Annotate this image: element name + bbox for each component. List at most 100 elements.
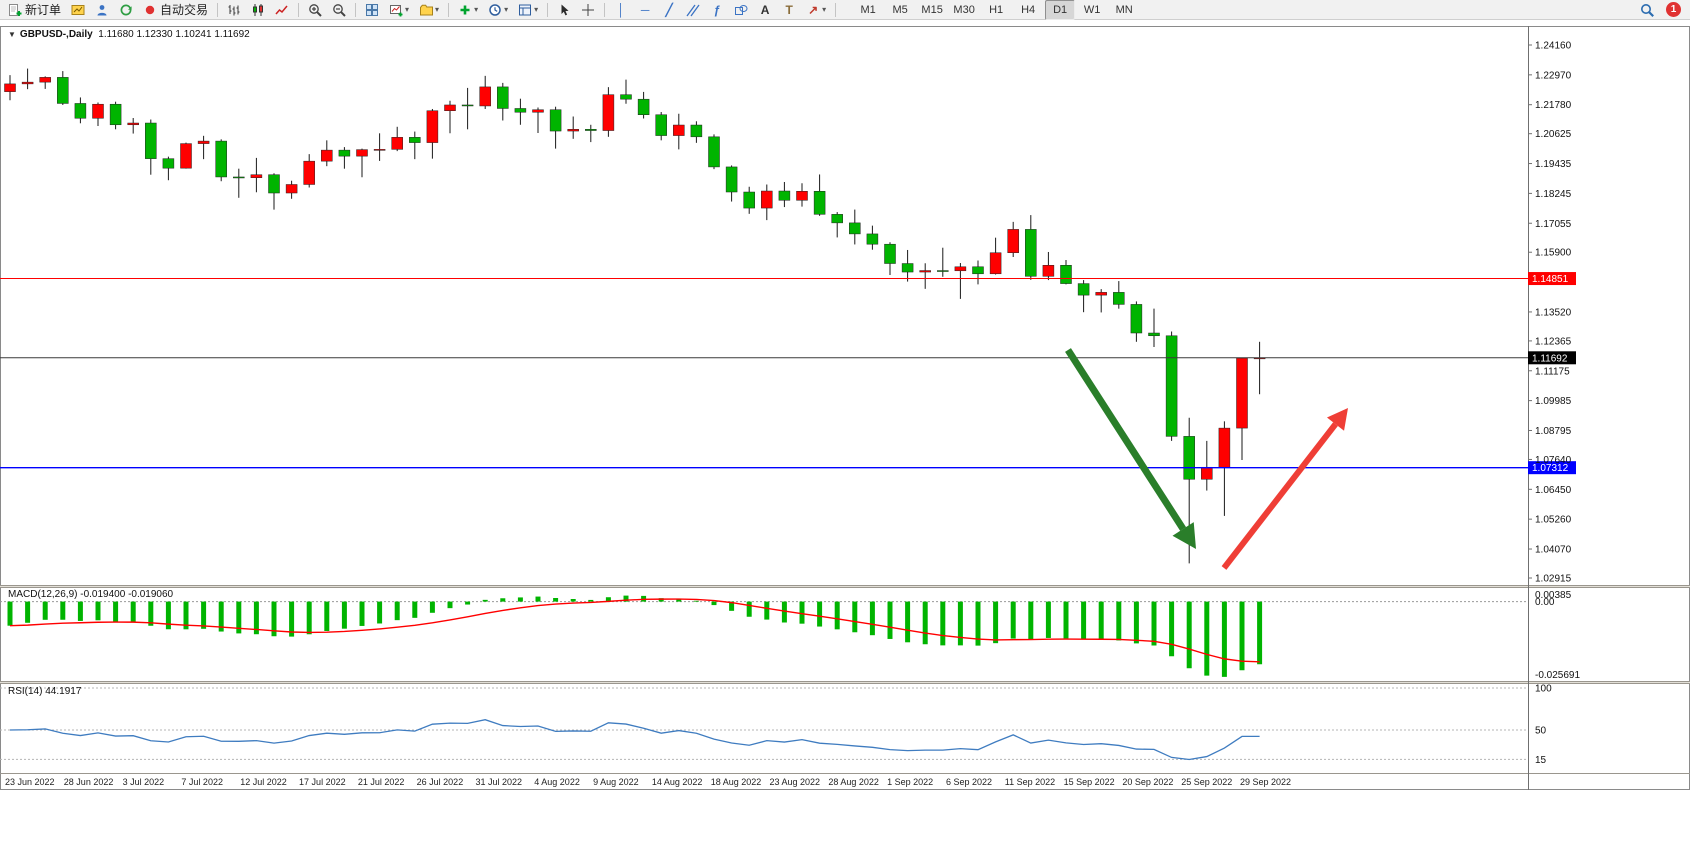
chevron-down-icon: ▾ [405, 5, 410, 14]
horizontal-line-icon: ─ [640, 2, 650, 17]
channel-button[interactable] [682, 0, 704, 20]
svg-text:1.09985: 1.09985 [1535, 396, 1572, 407]
periods-button[interactable]: ▾ [484, 0, 512, 20]
toolbar-separator [217, 2, 219, 17]
bar-chart-button[interactable] [223, 0, 245, 20]
new-chart-button[interactable]: ▾ [385, 0, 413, 20]
notification-badge[interactable]: 1 [1666, 2, 1681, 17]
timeframe-group: M1 M5 M15 M30 H1 H4 D1 W1 MN [852, 0, 1140, 20]
metaeditor-button[interactable] [91, 0, 113, 20]
price-axis[interactable]: 1.24160 1.22970 1.21780 1.20625 1.19435 1.182… [1528, 41, 1572, 585]
macd-label: MACD(12,26,9) -0.019400 -0.019060 [8, 589, 173, 600]
svg-text:11 Sep 2022: 11 Sep 2022 [1005, 777, 1055, 787]
chevron-down-icon: ▾ [504, 5, 509, 14]
toolbar: 新订单 自动交易 ▾ ▾ ▾ ▾ ▾ │ ─ ╱ ƒ A T ↗ ▾ M1 M5 M15 M30 H1 H4 D1 W1 MN… [0, 0, 1690, 20]
svg-text:0.00385: 0.00385 [1535, 590, 1572, 601]
timeframe-m15[interactable]: M15 [921, 3, 943, 16]
cursor-icon [561, 4, 569, 15]
line-chart-button[interactable] [271, 0, 293, 20]
svg-text:1.02915: 1.02915 [1535, 573, 1572, 584]
toolbar-separator [298, 2, 300, 17]
timeframe-h4[interactable]: H4 [1021, 3, 1036, 16]
ohlc-values: 1.11680 1.12330 1.10241 1.11692 [98, 29, 250, 40]
vertical-line-icon: │ [617, 2, 625, 17]
svg-text:3 Jul 2022: 3 Jul 2022 [123, 777, 165, 787]
refresh-button[interactable] [115, 0, 137, 20]
svg-text:29 Sep 2022: 29 Sep 2022 [1240, 777, 1291, 787]
text-button[interactable]: A [754, 0, 776, 20]
channel-icon [686, 4, 700, 16]
svg-text:1 Sep 2022: 1 Sep 2022 [887, 777, 933, 787]
collapse-chart-icon[interactable]: ▼ [8, 30, 16, 39]
arrows-button[interactable]: ↗ ▾ [802, 0, 830, 20]
timeframe-m30[interactable]: M30 [953, 3, 975, 16]
new-order-icon [9, 3, 22, 16]
svg-text:23 Jun 2022: 23 Jun 2022 [5, 777, 55, 787]
timeframe-h1[interactable]: H1 [989, 3, 1004, 16]
toolbar-separator [604, 2, 606, 17]
svg-text:14 Aug 2022: 14 Aug 2022 [652, 777, 703, 787]
chevron-down-icon: ▾ [435, 5, 440, 14]
support-line-price-box [1528, 461, 1576, 475]
indicators-icon [460, 5, 470, 14]
charts-icon [71, 4, 85, 15]
svg-text:1.20625: 1.20625 [1535, 129, 1572, 140]
vertical-line-button[interactable]: │ [610, 0, 632, 20]
timeframe-w1[interactable]: W1 [1083, 3, 1101, 16]
clock-icon [489, 3, 501, 16]
cursor-button[interactable] [553, 0, 575, 20]
svg-text:0.00: 0.00 [1535, 597, 1555, 608]
rsi-label: RSI(14) 44.1917 [8, 686, 81, 697]
zoom-out-icon [333, 3, 346, 17]
svg-text:1.05260: 1.05260 [1535, 515, 1572, 526]
rsi-name: RSI(14) [8, 686, 43, 697]
charts-profile-button[interactable] [67, 0, 89, 20]
candlestick-chart-button[interactable] [247, 0, 269, 20]
fibonacci-button[interactable]: ƒ [706, 0, 728, 20]
fibonacci-icon: ƒ [713, 2, 721, 17]
candlesticks [4, 68, 1266, 564]
templates-button[interactable]: ▾ [514, 0, 542, 20]
trendline-button[interactable]: ╱ [658, 0, 680, 20]
tile-windows-button[interactable] [361, 0, 383, 20]
svg-text:12 Jul 2022: 12 Jul 2022 [240, 777, 287, 787]
indicators-button[interactable]: ▾ [454, 0, 482, 20]
crosshair-icon [582, 3, 595, 16]
svg-text:1.14851: 1.14851 [1532, 274, 1569, 285]
search-button[interactable] [1636, 0, 1658, 20]
svg-text:31 Jul 2022: 31 Jul 2022 [475, 777, 522, 787]
crosshair-button[interactable] [577, 0, 599, 20]
new-order-button[interactable]: 新订单 [4, 0, 65, 20]
autotrading-button[interactable]: 自动交易 [139, 0, 212, 20]
shapes-button[interactable] [730, 0, 752, 20]
svg-text:15 Sep 2022: 15 Sep 2022 [1064, 777, 1115, 787]
svg-text:1.19435: 1.19435 [1535, 159, 1572, 170]
text-label-button[interactable]: T [778, 0, 800, 20]
arrows-icon: ↗ [808, 2, 819, 17]
templates-icon [519, 4, 532, 15]
drawn-arrow-up[interactable] [1221, 408, 1348, 570]
svg-text:100: 100 [1535, 684, 1552, 695]
profiles-button[interactable]: ▾ [415, 0, 443, 20]
horizontal-line-button[interactable]: ─ [634, 0, 656, 20]
svg-text:9 Aug 2022: 9 Aug 2022 [593, 777, 639, 787]
timeframe-d1[interactable]: D1 [1045, 0, 1076, 20]
refresh-icon [120, 4, 132, 15]
toolbar-separator [835, 2, 837, 17]
time-axis[interactable]: 23 Jun 2022 28 Jun 2022 3 Jul 2022 7 Jul 20… [5, 777, 1291, 787]
zoom-out-button[interactable] [328, 0, 350, 20]
line-chart-icon [275, 5, 288, 14]
zoom-in-button[interactable] [304, 0, 326, 20]
timeframe-m5[interactable]: M5 [892, 3, 908, 16]
svg-text:1.17055: 1.17055 [1535, 219, 1572, 230]
timeframe-m1[interactable]: M1 [860, 3, 876, 16]
toolbar-right-group: 1 [1635, 0, 1681, 20]
rsi-panel: 100 50 15 [0, 684, 1552, 766]
bid-price-line-price-box [1528, 351, 1576, 365]
timeframe-mn[interactable]: MN [1115, 3, 1133, 16]
drawn-arrow-down[interactable] [1065, 348, 1196, 549]
new-chart-icon [390, 4, 403, 16]
svg-text:1.11692: 1.11692 [1532, 353, 1568, 364]
